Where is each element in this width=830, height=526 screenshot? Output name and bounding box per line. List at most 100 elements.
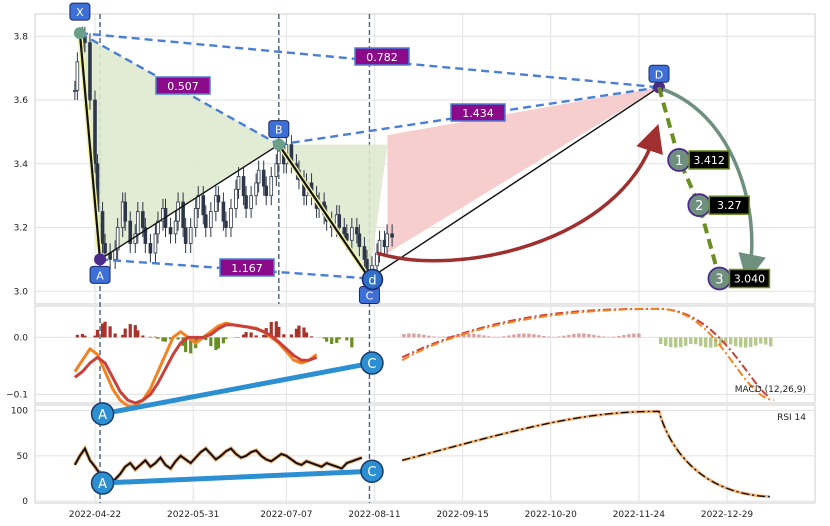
rsi-y-tick-label: 100 [11, 406, 28, 416]
macd-proj-hist-bar [422, 334, 426, 338]
ratio-box [450, 103, 506, 122]
candle [141, 211, 145, 228]
macd-hist-bar [133, 325, 137, 338]
candle [203, 214, 208, 228]
macd-proj-hist-bar [402, 333, 406, 338]
pattern-label-box [648, 64, 670, 83]
macd-proj-hist-bar [487, 336, 491, 338]
macd-proj-hist-bar [567, 334, 571, 338]
macd-proj-hist-bar [522, 333, 526, 338]
price-y-tick-label: 3.0 [14, 287, 29, 297]
candle [93, 99, 97, 165]
ratio-label: 0.507 [167, 80, 199, 93]
macd-hist-bar [168, 337, 173, 340]
candle [181, 201, 185, 228]
macd-proj-hist-bar [729, 337, 733, 345]
candle [193, 207, 198, 228]
rsi-divergence-label: A [98, 477, 107, 492]
candle [344, 233, 349, 241]
x-tick-label: 2022-08-11 [348, 510, 400, 520]
macd-proj-hist-bar [457, 334, 461, 338]
target-box [708, 195, 751, 215]
candle [357, 233, 362, 248]
macd-hist-bar [184, 337, 188, 353]
macd-hist-bar [304, 332, 309, 338]
macd-hist-bar [176, 337, 180, 340]
macd-hist-bar [214, 337, 218, 350]
d-marker [361, 268, 384, 291]
candle [362, 246, 367, 260]
macd-proj-hist-bar [719, 337, 723, 346]
pattern-point-A [94, 253, 107, 266]
macd-hist-bar [136, 330, 140, 338]
candle [100, 211, 105, 244]
macd-divergence-line [102, 360, 373, 417]
candle [350, 227, 354, 241]
candle [136, 211, 140, 235]
macd-hist-bar [244, 332, 248, 338]
pattern-label-box [69, 2, 91, 21]
macd-hist-bar [128, 324, 132, 338]
pattern-label: C [366, 290, 374, 303]
candle [148, 243, 153, 254]
rsi-line [73, 446, 363, 483]
macd-proj-hist-bar [627, 334, 631, 338]
macd-proj-hist-bar [597, 335, 601, 338]
ab-leg [99, 144, 280, 260]
macd-hist-bar [75, 334, 79, 338]
candle [337, 214, 342, 228]
macd-proj-hist-bar [612, 336, 616, 338]
macd-hist-bar [209, 337, 213, 347]
candle [143, 227, 148, 244]
macd-proj-hist-bar [507, 335, 511, 338]
macd-proj-hist-bar [542, 335, 546, 338]
target-box [688, 150, 730, 170]
macd-proj-hist-bar [684, 337, 688, 346]
candle [221, 201, 226, 222]
macd-hist-bar [309, 336, 314, 338]
rsi-divergence-marker [360, 459, 384, 483]
macd-proj-hist-bar [532, 334, 536, 338]
macd-proj-hist-bar [689, 337, 693, 344]
macd-proj-hist-bar [572, 333, 576, 338]
macd-proj-hist-bar [412, 333, 416, 338]
macd-proj-hist-bar [582, 333, 586, 338]
rsi-layer: AC [73, 409, 770, 499]
price-y-tick-label: 3.4 [14, 160, 29, 170]
macd-hist-bar [224, 337, 228, 339]
d-marker-label: d [368, 274, 376, 289]
macd-layer: AC [73, 307, 774, 426]
candle [103, 243, 107, 254]
candle [355, 227, 359, 235]
macd-proj-hist-bar [472, 333, 476, 338]
macd-hist-bar [337, 337, 341, 340]
macd-hist-bar [204, 337, 208, 341]
x-tick-label: 2022-05-31 [167, 510, 219, 520]
macd-hist-bar [350, 337, 354, 348]
pattern-label: A [96, 269, 104, 282]
ratio-label: 0.782 [366, 51, 398, 64]
rsi-y-tick-label: 50 [17, 452, 29, 462]
macd-proj-hist-bar [744, 337, 748, 348]
macd-hist-bar [282, 334, 286, 338]
price-y-tick-label: 3.8 [14, 32, 29, 42]
target-number: 2 [695, 199, 703, 214]
price-layer: 0.507 0.782 1.434 1.167 X A B C Dd 1 3.412 2 3.27 3 3.… [69, 2, 771, 503]
rsi-divergence-marker [90, 471, 115, 495]
macd-hist-bar [123, 328, 127, 338]
rsi-divergence-label: C [367, 465, 376, 480]
macd-hist-bar [345, 337, 349, 341]
macd-proj-hist-bar [679, 337, 683, 348]
candle [244, 195, 248, 209]
macd-hist-bar [113, 333, 117, 338]
candle [234, 188, 238, 209]
macd-hist-bar [249, 332, 253, 338]
x-tick-label: 2022-04-22 [69, 510, 121, 520]
macd-hist-bar [302, 327, 306, 338]
macd-proj-hist-bar [492, 336, 496, 338]
macd-proj-hist-bar [724, 337, 728, 344]
rsi-projection [402, 410, 770, 498]
target-value: 3.412 [693, 154, 725, 167]
macd-proj-hist-bar [659, 337, 663, 345]
